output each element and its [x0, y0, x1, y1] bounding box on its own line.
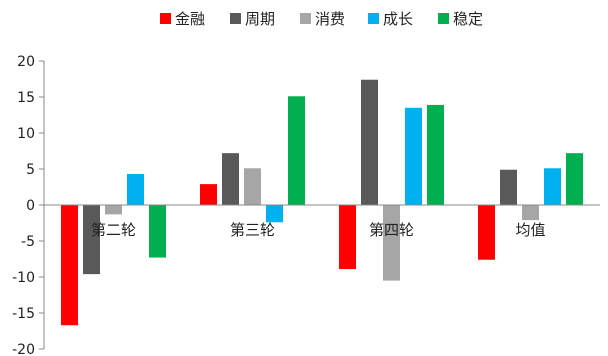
x-tick-label: 第四轮 [369, 221, 414, 239]
legend-swatch [368, 13, 379, 24]
legend-label: 成长 [383, 10, 413, 28]
y-tick-label: 15 [17, 90, 35, 106]
y-tick-label: -20 [12, 342, 35, 356]
x-tick-label: 均值 [515, 221, 545, 239]
y-tick-label: -15 [12, 306, 35, 322]
y-axis: 20 15 10 5 0 -5 -10 -15 -20 [12, 54, 45, 356]
y-tick-label: 20 [17, 54, 35, 70]
legend-swatch [230, 13, 241, 24]
bar [83, 205, 100, 275]
bar [222, 153, 239, 205]
bar [566, 153, 583, 205]
x-axis-labels: 第二轮 第三轮 第四轮 均值 [91, 221, 546, 239]
bar [105, 205, 122, 215]
y-tick-label: -5 [21, 234, 35, 250]
bar [427, 104, 444, 205]
legend-swatch [160, 13, 171, 24]
y-tick-label: -10 [12, 270, 35, 286]
bar [405, 107, 422, 205]
bar [266, 205, 283, 223]
legend-label: 稳定 [453, 10, 483, 28]
bar [149, 205, 166, 258]
y-tick-label: 10 [17, 126, 35, 142]
bar [244, 168, 261, 205]
bars-group [44, 79, 600, 326]
bar [288, 96, 305, 205]
bar [339, 205, 356, 270]
y-tick-label: 5 [26, 162, 35, 178]
legend-label: 金融 [175, 10, 205, 28]
bar [478, 205, 495, 260]
bar [522, 205, 539, 221]
y-tick-label: 0 [26, 198, 35, 214]
legend: 金融 周期 消费 成长 稳定 [160, 10, 483, 28]
bar [383, 205, 400, 281]
x-tick-label: 第三轮 [230, 221, 275, 239]
legend-label: 消费 [315, 10, 345, 28]
legend-swatch [300, 13, 311, 24]
bar [544, 168, 561, 205]
bar [127, 174, 144, 205]
bar [200, 184, 217, 205]
bar [361, 79, 378, 205]
legend-label: 周期 [245, 10, 275, 28]
bar [500, 169, 517, 205]
x-tick-label: 第二轮 [91, 221, 136, 239]
bar [61, 205, 78, 326]
legend-swatch [438, 13, 449, 24]
